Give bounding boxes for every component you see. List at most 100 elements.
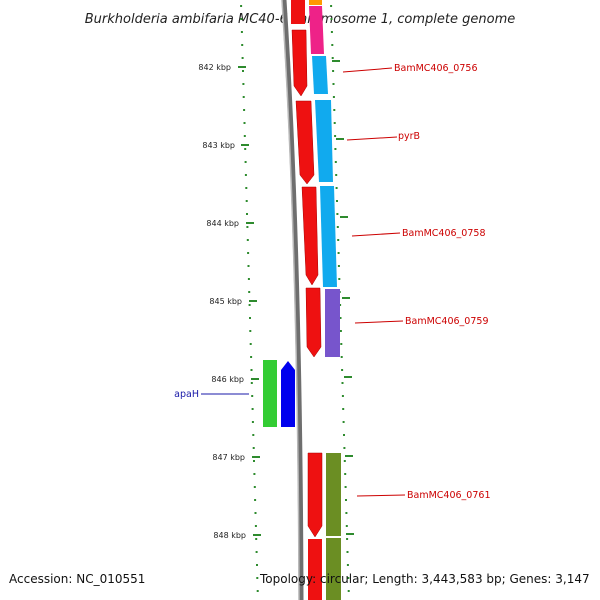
gene-arrow-apaH[interactable] — [281, 361, 295, 427]
tick-label: 842 kbp — [198, 63, 231, 72]
chromosome-backbone-highlight — [281, 0, 300, 600]
minor-tick-right — [330, 18, 333, 20]
minor-tick-left — [251, 395, 254, 397]
minor-tick-left — [254, 512, 257, 514]
cds-bar-segment[interactable] — [326, 538, 341, 600]
connector-0761 — [356, 494, 406, 497]
minor-tick-right — [340, 356, 343, 358]
minor-tick-right — [335, 187, 338, 189]
minor-tick-right — [334, 148, 337, 150]
gene-arrow-pyrB[interactable] — [295, 100, 315, 185]
connector-0756 — [342, 67, 393, 73]
minor-tick-right — [344, 473, 347, 475]
minor-tick-left — [251, 408, 254, 410]
tick-label: 845 kbp — [209, 297, 242, 306]
gene-labels: BamMC406_0756 pyrB BamMC406_0758 BamMC40… — [174, 63, 490, 501]
minor-tick-left — [242, 96, 245, 98]
cds-bar-orange[interactable] — [309, 0, 322, 5]
gene-arrow-0761[interactable] — [307, 452, 323, 538]
gene-arrow-0758[interactable] — [301, 186, 319, 286]
minor-tick-right — [334, 135, 337, 137]
minor-tick-right — [343, 447, 346, 449]
minor-tick-left — [254, 499, 257, 501]
tick-label: 848 kbp — [213, 531, 246, 540]
minor-tick-right — [330, 31, 333, 33]
minor-tick-left — [249, 343, 252, 345]
minor-tick-left — [248, 291, 251, 293]
minor-tick-right — [331, 57, 334, 59]
tick-label: 843 kbp — [202, 141, 235, 150]
gene-arrow-0759[interactable] — [305, 287, 322, 358]
minor-tick-right — [341, 395, 344, 397]
minor-tick-right — [339, 304, 342, 306]
minor-tick-left — [256, 577, 259, 579]
cds-bar-apaH[interactable] — [263, 360, 277, 427]
cds-bar-0756[interactable] — [312, 56, 328, 94]
reverse-strand-features — [263, 360, 295, 427]
minor-tick-left — [250, 356, 253, 358]
minor-tick-left — [255, 551, 258, 553]
minor-tick-marks — [240, 5, 350, 592]
cds-bar-magenta[interactable] — [309, 6, 324, 54]
gene-segment[interactable] — [308, 539, 322, 600]
minor-tick-right — [334, 161, 337, 163]
minor-tick-left — [240, 18, 243, 20]
minor-tick-right — [346, 538, 349, 540]
label-BamMC406_0758[interactable]: BamMC406_0758 — [402, 228, 485, 239]
minor-tick-left — [246, 239, 249, 241]
minor-tick-left — [247, 278, 250, 280]
gene-segment[interactable] — [291, 0, 305, 24]
minor-tick-left — [242, 83, 245, 85]
minor-tick-right — [332, 83, 335, 85]
minor-tick-left — [245, 200, 248, 202]
topology-summary: Topology: circular; Length: 3,443,583 bp… — [260, 572, 590, 586]
minor-tick-right — [346, 564, 349, 566]
minor-tick-right — [340, 343, 343, 345]
minor-tick-left — [243, 122, 246, 124]
label-BamMC406_0756[interactable]: BamMC406_0756 — [394, 63, 477, 74]
minor-tick-right — [346, 551, 349, 553]
minor-tick-right — [347, 590, 350, 592]
minor-tick-left — [241, 44, 244, 46]
tick-label: 844 kbp — [206, 219, 239, 228]
minor-tick-left — [254, 525, 257, 527]
label-connectors — [201, 67, 406, 497]
minor-tick-right — [344, 486, 347, 488]
accession-text: Accession: NC_010551 — [9, 572, 146, 586]
minor-tick-right — [338, 278, 341, 280]
minor-tick-right — [337, 239, 340, 241]
minor-tick-left — [243, 135, 246, 137]
label-pyrB[interactable]: pyrB — [398, 131, 420, 142]
minor-tick-left — [248, 304, 251, 306]
gene-arrow-0756[interactable] — [291, 29, 308, 97]
label-apaH[interactable]: apaH — [174, 389, 199, 400]
cds-features — [309, 0, 341, 600]
cds-bar-0761[interactable] — [326, 453, 341, 536]
minor-tick-left — [244, 161, 247, 163]
minor-tick-right — [347, 577, 350, 579]
minor-tick-right — [343, 460, 346, 462]
minor-tick-right — [337, 252, 340, 254]
minor-tick-left — [252, 447, 255, 449]
label-BamMC406_0761[interactable]: BamMC406_0761 — [407, 490, 490, 501]
minor-tick-right — [341, 369, 344, 371]
minor-tick-left — [244, 148, 247, 150]
minor-tick-right — [342, 421, 345, 423]
minor-tick-left — [241, 57, 244, 59]
tick-label: 846 kbp — [211, 375, 244, 384]
cds-bar-pyrB[interactable] — [315, 100, 333, 182]
minor-tick-right — [343, 434, 345, 436]
cds-bar-0758[interactable] — [320, 186, 337, 287]
minor-tick-left — [249, 317, 251, 319]
label-BamMC406_0759[interactable]: BamMC406_0759 — [405, 316, 488, 327]
minor-tick-right — [345, 499, 347, 501]
minor-tick-left — [256, 590, 259, 592]
chromosome-backbone — [281, 0, 304, 600]
minor-tick-right — [332, 70, 335, 72]
minor-tick-right — [341, 382, 344, 384]
minor-tick-right — [342, 408, 345, 410]
minor-tick-left — [242, 70, 244, 72]
connector-pyrB — [346, 136, 398, 141]
minor-tick-right — [339, 317, 342, 319]
cds-bar-0759[interactable] — [325, 289, 340, 357]
